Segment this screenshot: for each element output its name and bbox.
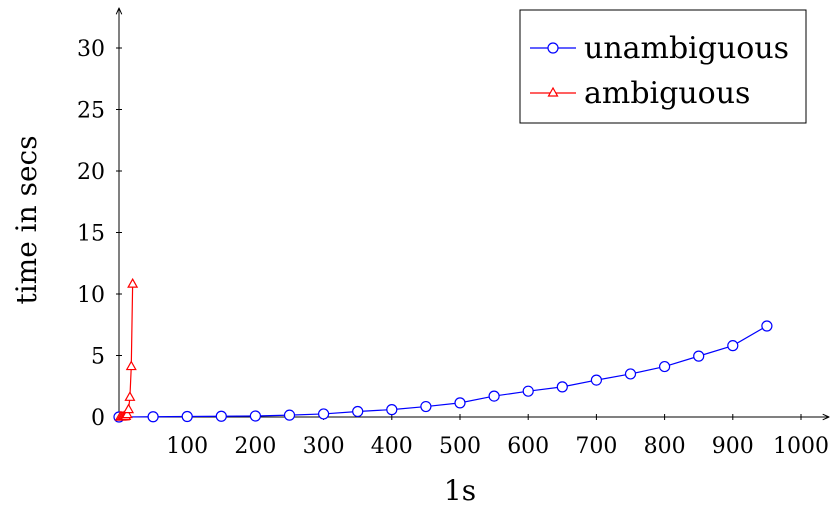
- y-tick-label: 30: [77, 37, 105, 62]
- data-point-unambiguous: [547, 42, 559, 54]
- y-tick-label: 15: [77, 222, 105, 247]
- y-tick-label: 0: [91, 406, 105, 431]
- legend-label-ambiguous: ambiguous: [584, 76, 750, 111]
- data-point-unambiguous: [318, 408, 330, 420]
- y-axis-title: time in secs: [10, 135, 43, 304]
- x-tick-label: 300: [303, 434, 345, 459]
- data-point-ambiguous: [121, 408, 133, 419]
- data-point-unambiguous: [283, 409, 296, 421]
- x-tick-label: 500: [439, 434, 481, 459]
- x-tick-label: 400: [371, 434, 413, 459]
- data-point-unambiguous: [488, 390, 500, 402]
- x-tick-label: 200: [234, 434, 276, 459]
- data-point-unambiguous: [658, 360, 671, 373]
- data-point-unambiguous: [590, 374, 603, 386]
- y-tick-label: 10: [77, 283, 105, 308]
- x-tick-label: 600: [507, 434, 549, 459]
- data-point-unambiguous: [522, 385, 534, 397]
- data-point-ambiguous: [123, 403, 135, 414]
- data-point-unambiguous: [352, 405, 364, 418]
- y-tick-label: 5: [91, 345, 105, 370]
- data-point-unambiguous: [727, 340, 739, 352]
- data-point-unambiguous: [761, 320, 773, 332]
- data-point-ambiguous: [125, 360, 137, 371]
- data-point-unambiguous: [249, 410, 261, 422]
- series-line-unambiguous: [118, 325, 768, 418]
- data-point-unambiguous: [386, 404, 398, 416]
- data-point-unambiguous: [215, 410, 227, 422]
- x-tick-label: 800: [644, 434, 686, 459]
- data-point-ambiguous: [124, 391, 136, 401]
- legend: unambiguous ambiguous: [519, 9, 807, 124]
- x-tick-label: 900: [712, 434, 754, 459]
- data-point-unambiguous: [147, 411, 159, 423]
- x-axis-title: 1s: [444, 474, 476, 507]
- series-ambiguous: [114, 277, 139, 421]
- x-tick-label: 100: [166, 434, 208, 459]
- legend-box: [519, 9, 807, 124]
- data-point-unambiguous: [454, 397, 466, 409]
- data-point-unambiguous: [420, 400, 432, 413]
- legend-label-unambiguous: unambiguous: [584, 31, 789, 66]
- data-point-unambiguous: [693, 350, 705, 362]
- x-tick-label: 700: [575, 434, 617, 459]
- series-unambiguous: [113, 320, 773, 423]
- data-point-unambiguous: [556, 381, 568, 393]
- y-tick-label: 25: [77, 99, 105, 124]
- data-point-unambiguous: [181, 410, 193, 423]
- x-tick-label: 1000: [773, 434, 829, 459]
- y-tick-label: 20: [77, 160, 105, 185]
- data-point-ambiguous: [127, 277, 139, 288]
- data-point-ambiguous: [547, 86, 559, 97]
- data-point-unambiguous: [624, 368, 637, 380]
